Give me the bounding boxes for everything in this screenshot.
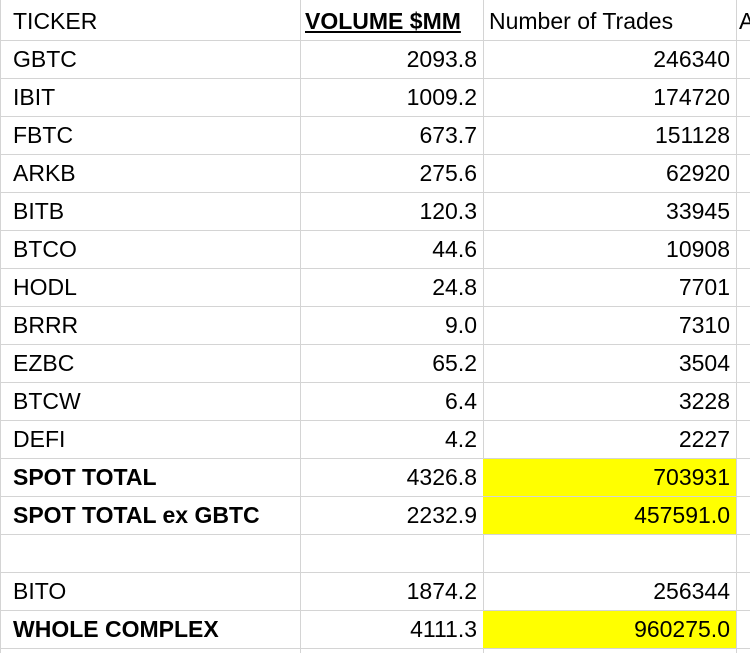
volume-cell[interactable]: 4.2 <box>445 426 477 452</box>
empty-cell[interactable] <box>300 534 483 572</box>
ticker-cell[interactable]: ARKB <box>13 160 76 186</box>
table-row: ARKB 275.6 62920 <box>0 154 750 192</box>
gridline-horizontal <box>0 648 750 649</box>
ticker-cell[interactable]: HODL <box>13 274 77 300</box>
ticker-cell[interactable]: BITO <box>13 578 67 604</box>
volume-cell[interactable]: 1009.2 <box>406 84 477 110</box>
table-row: BITB 120.3 33945 <box>0 192 750 230</box>
table-row: BTCO 44.6 10908 <box>0 230 750 268</box>
table-row: GBTC 2093.8 246340 <box>0 40 750 78</box>
spot-total-row: SPOT TOTAL 4326.8 703931 <box>0 458 750 496</box>
gridline-horizontal <box>0 154 750 155</box>
trades-cell[interactable]: 10908 <box>666 236 730 262</box>
header-trades[interactable]: Number of Trades <box>489 8 674 34</box>
gridline-horizontal <box>0 382 750 383</box>
ticker-cell[interactable]: WHOLE COMPLEX <box>13 616 219 642</box>
gridline-horizontal <box>0 306 750 307</box>
header-volume[interactable]: VOLUME $MM <box>305 8 461 34</box>
empty-row <box>0 534 750 572</box>
volume-cell[interactable]: 2232.9 <box>406 502 477 528</box>
gridline-vertical <box>300 0 301 653</box>
gridline-horizontal <box>0 78 750 79</box>
gridline-horizontal <box>0 610 750 611</box>
ticker-cell[interactable]: FBTC <box>13 122 74 148</box>
trades-cell[interactable]: 3228 <box>678 388 730 414</box>
trades-cell[interactable]: 246340 <box>653 46 730 72</box>
gridline-vertical <box>483 0 484 653</box>
gridline-horizontal <box>0 496 750 497</box>
volume-cell[interactable]: 65.2 <box>432 350 477 376</box>
table-row: FBTC 673.7 151128 <box>0 116 750 154</box>
trades-cell-highlighted[interactable]: 703931 <box>483 458 736 496</box>
gridline-horizontal <box>0 192 750 193</box>
trades-cell[interactable]: 151128 <box>654 122 730 148</box>
gridline-vertical <box>736 0 737 653</box>
volume-cell[interactable]: 4111.3 <box>410 616 477 642</box>
gridline-horizontal <box>0 572 750 573</box>
header-ticker[interactable]: TICKER <box>13 8 98 34</box>
ticker-cell[interactable]: EZBC <box>13 350 75 376</box>
trades-cell[interactable]: 256344 <box>653 578 730 604</box>
ticker-cell[interactable]: BTCW <box>13 388 81 414</box>
header-next-column[interactable]: A <box>739 8 750 34</box>
whole-complex-row: WHOLE COMPLEX 4111.3 960275.0 <box>0 610 750 648</box>
trades-cell-highlighted[interactable]: 457591.0 <box>483 496 736 534</box>
ticker-cell[interactable]: IBIT <box>13 84 56 110</box>
gridline-horizontal <box>0 344 750 345</box>
ticker-cell[interactable]: BTCO <box>13 236 77 262</box>
gridline-horizontal <box>0 534 750 535</box>
table-row: IBIT 1009.2 174720 <box>0 78 750 116</box>
table-row: HODL 24.8 7701 <box>0 268 750 306</box>
volume-cell[interactable]: 673.7 <box>419 122 477 148</box>
table-row: BTCW 6.4 3228 <box>0 382 750 420</box>
volume-cell[interactable]: 44.6 <box>432 236 477 262</box>
empty-cell[interactable] <box>0 534 300 572</box>
gridline-horizontal <box>0 268 750 269</box>
volume-cell[interactable]: 6.4 <box>445 388 477 414</box>
volume-cell[interactable]: 4326.8 <box>406 464 477 490</box>
volume-cell[interactable]: 120.3 <box>419 198 477 224</box>
trades-cell-highlighted[interactable]: 960275.0 <box>483 610 736 648</box>
ticker-cell[interactable]: SPOT TOTAL ex GBTC <box>13 502 260 528</box>
trades-cell[interactable]: 7310 <box>678 312 730 338</box>
ticker-cell[interactable]: BITB <box>13 198 65 224</box>
ticker-cell[interactable]: GBTC <box>13 46 77 72</box>
table-row: DEFI 4.2 2227 <box>0 420 750 458</box>
gridline-horizontal <box>0 40 750 41</box>
trades-cell[interactable]: 62920 <box>666 160 730 186</box>
volume-cell[interactable]: 24.8 <box>432 274 477 300</box>
volume-cell[interactable]: 2093.8 <box>406 46 477 72</box>
gridline-horizontal <box>0 116 750 117</box>
trades-cell[interactable]: 33945 <box>666 198 730 224</box>
gridline-horizontal <box>0 230 750 231</box>
empty-cell[interactable] <box>483 534 736 572</box>
volume-cell[interactable]: 9.0 <box>445 312 477 338</box>
volume-cell[interactable]: 275.6 <box>419 160 477 186</box>
header-row: TICKER VOLUME $MM Number of Trades A <box>0 2 750 40</box>
gridline-horizontal <box>0 420 750 421</box>
spot-total-ex-gbtc-row: SPOT TOTAL ex GBTC 2232.9 457591.0 <box>0 496 750 534</box>
ticker-cell[interactable]: BRRR <box>13 312 79 338</box>
trades-cell[interactable]: 2227 <box>678 426 730 452</box>
table-row: EZBC 65.2 3504 <box>0 344 750 382</box>
volume-cell[interactable]: 1874.2 <box>406 578 477 604</box>
trades-cell[interactable]: 174720 <box>653 84 730 110</box>
gridline-horizontal <box>0 458 750 459</box>
trades-cell[interactable]: 3504 <box>678 350 730 376</box>
table-row: BRRR 9.0 7310 <box>0 306 750 344</box>
ticker-cell[interactable]: DEFI <box>13 426 66 452</box>
bito-row: BITO 1874.2 256344 <box>0 572 750 610</box>
ticker-cell[interactable]: SPOT TOTAL <box>13 464 157 490</box>
gridline-vertical <box>0 0 1 653</box>
trades-cell[interactable]: 7701 <box>678 274 730 300</box>
